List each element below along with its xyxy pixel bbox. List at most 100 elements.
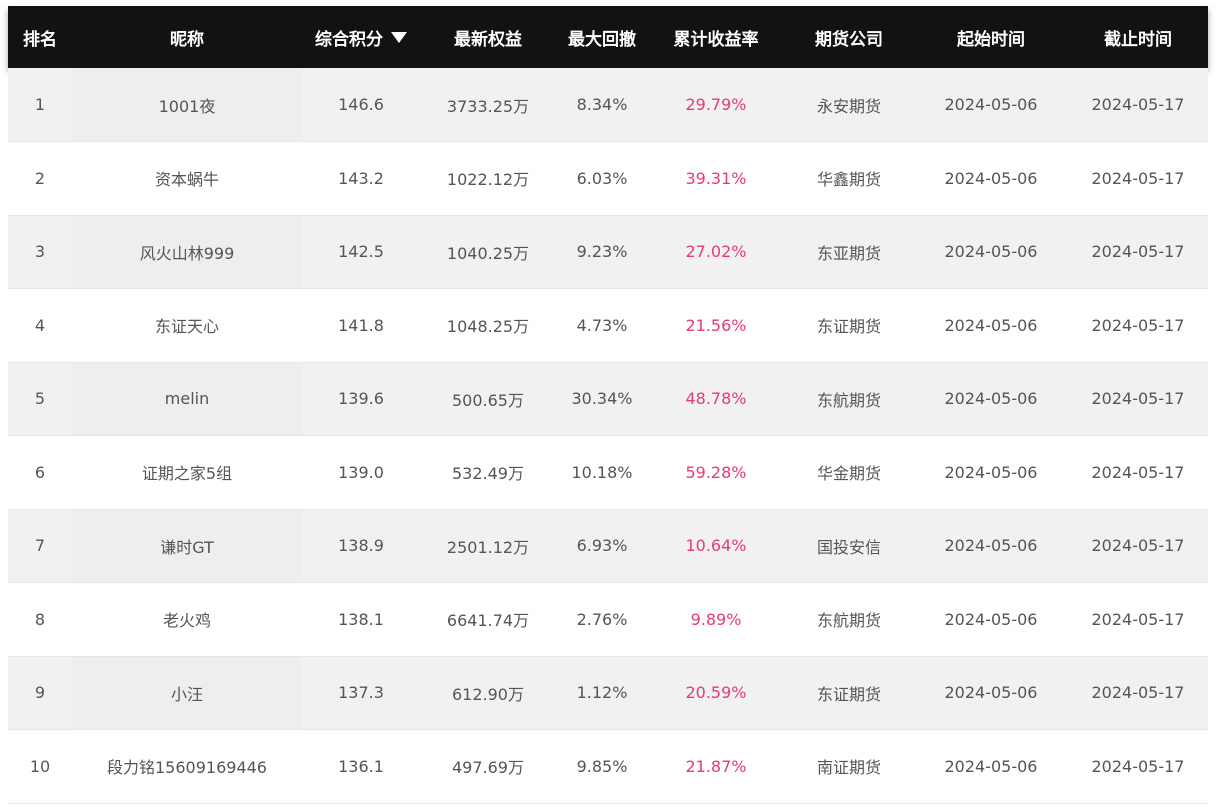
cell-nickname: 风火山林999 [72,215,302,289]
cell-score: 137.3 [338,683,384,703]
cell-drawdown: 8.34% [576,95,628,114]
cell-nickname: 段力铭15609169446 [72,730,302,804]
cell-end-time: 2024-05-17 [1091,536,1185,556]
cell-return: 21.56% [685,315,747,335]
table-row: 9 小汪 137.3 612.90万 1.12% 20.59% 东证期货 2024-05-06… [8,656,1208,730]
nickname-text: 段力铭15609169446 [107,758,267,778]
table-row: 4 东证天心 141.8 1048.25万 4.73% 21.56% 东证期货 2024-05… [8,288,1208,363]
header-nickname: 昵称 [170,29,204,50]
cell-end-time: 2024-05-17 [1091,242,1185,262]
ranking-table-container: 排名 昵称 综合积分 最新权益 最大回撤 累计收益率 期货公司 起始时间 截止时… [8,6,1208,810]
table-row: 2 资本蜗牛 143.2 1022.12万 6.03% 39.31% 华鑫期货 2024-05… [8,141,1208,215]
cell-end-time: 2024-05-17 [1091,95,1185,114]
nickname-text: 小汪 [170,684,203,704]
header-rank: 排名 [23,29,57,50]
cell-nickname: 小汪 [72,656,302,730]
cell-return: 21.87% [685,756,747,776]
cell-nickname: melin [72,362,302,436]
cell-equity: 1040.25万 [446,243,530,263]
cell-company: 东证期货 [816,317,881,337]
cell-equity: 532.49万 [452,464,524,484]
cell-score: 142.5 [338,242,384,262]
cell-end-time: 2024-05-17 [1091,609,1185,629]
nickname-text: 证期之家5组 [141,464,233,484]
cell-drawdown: 6.93% [576,536,628,556]
table-row: 3 风火山林999 142.5 1040.25万 9.23% 27.02% 东亚期货 2024… [8,215,1208,289]
header-row: 排名 昵称 综合积分 最新权益 最大回撤 累计收益率 期货公司 起始时间 截止时… [8,6,1208,68]
cell-start-time: 2024-05-06 [944,95,1038,114]
cell-rank: 8 [34,609,46,629]
header-score-sortable[interactable]: 综合积分 [302,6,420,68]
table-row: 1 1001夜 146.6 3733.25万 8.34% 29.79% 永安期货 2024-0… [8,68,1208,142]
cell-start-time: 2024-05-06 [944,168,1038,188]
cell-score: 138.1 [338,609,384,629]
cell-start-time: 2024-05-06 [944,683,1038,703]
cell-rank: 7 [34,536,46,556]
nickname-text: 谦时GT [160,537,214,557]
header-equity: 最新权益 [454,29,522,50]
cell-rank: 9 [34,683,46,703]
cell-score: 136.1 [338,756,384,776]
cell-equity: 1048.25万 [446,317,530,337]
nickname-text: 风火山林999 [139,243,235,263]
cell-start-time: 2024-05-06 [944,756,1038,776]
nickname-text: 资本蜗牛 [154,170,219,190]
table-body: 1 1001夜 146.6 3733.25万 8.34% 29.79% 永安期货 2024-0… [8,68,1208,803]
cell-equity: 497.69万 [452,758,524,778]
cell-end-time: 2024-05-17 [1091,315,1185,335]
cell-start-time: 2024-05-06 [944,536,1038,556]
cell-end-time: 2024-05-17 [1091,168,1185,188]
cell-rank: 6 [34,462,46,482]
cell-rank: 1 [34,95,46,114]
cell-nickname: 老火鸡 [72,583,302,657]
ranking-table: 排名 昵称 综合积分 最新权益 最大回撤 累计收益率 期货公司 起始时间 截止时… [8,6,1208,804]
cell-drawdown: 9.23% [576,242,628,262]
table-row: 6 证期之家5组 139.0 532.49万 10.18% 59.28% 华金期货 2024-… [8,435,1208,510]
cell-start-time: 2024-05-06 [944,389,1038,409]
cell-equity: 6641.74万 [446,611,530,631]
cell-equity: 1022.12万 [446,170,530,190]
cell-end-time: 2024-05-17 [1091,683,1185,703]
cell-return: 39.31% [685,168,747,188]
cell-nickname: 谦时GT [72,509,302,583]
cell-nickname: 证期之家5组 [72,436,302,510]
table-header: 排名 昵称 综合积分 最新权益 最大回撤 累计收益率 期货公司 起始时间 截止时… [8,6,1208,68]
cell-return: 20.59% [685,683,747,703]
cell-company: 东航期货 [816,390,881,410]
cell-score: 139.0 [338,462,384,482]
sort-desc-icon[interactable] [391,32,407,43]
cell-score: 143.2 [338,168,384,188]
cell-drawdown: 2.76% [576,609,628,629]
cell-end-time: 2024-05-17 [1091,462,1185,482]
cell-drawdown: 30.34% [571,389,633,409]
cell-equity: 500.65万 [452,390,524,410]
cell-nickname: 东证天心 [72,289,302,363]
cell-nickname: 1001夜 [72,68,302,142]
cell-return: 9.89% [690,609,742,629]
cell-drawdown: 9.85% [576,756,628,776]
cell-company: 东航期货 [816,611,881,631]
cell-company: 东亚期货 [816,243,881,263]
cell-return: 10.64% [685,536,747,556]
nickname-text: 老火鸡 [162,611,211,631]
cell-rank: 4 [34,315,46,335]
cell-score: 138.9 [338,536,384,556]
cell-equity: 612.90万 [452,684,524,704]
table-row: 10 段力铭15609169446 136.1 497.69万 9.85% 21.87% 南… [8,729,1208,804]
cell-equity: 2501.12万 [446,537,530,557]
cell-rank: 10 [29,756,51,776]
table-row: 7 谦时GT 138.9 2501.12万 6.93% 10.64% 国投安信 2024-05… [8,509,1208,583]
header-start-time: 起始时间 [957,29,1025,50]
header-company: 期货公司 [815,29,883,50]
cell-company: 东证期货 [816,684,881,704]
cell-company: 华鑫期货 [816,170,881,190]
nickname-text: 1001夜 [158,96,216,116]
cell-drawdown: 6.03% [576,168,628,188]
table-row: 8 老火鸡 138.1 6641.74万 2.76% 9.89% 东航期货 2024-05-0… [8,582,1208,657]
cell-drawdown: 10.18% [571,462,633,482]
cell-end-time: 2024-05-17 [1091,756,1185,776]
table-row: 5 melin 139.6 500.65万 30.34% 48.78% 东航期货 2024-0… [8,362,1208,436]
cell-rank: 3 [34,242,46,262]
cell-start-time: 2024-05-06 [944,462,1038,482]
cell-return: 27.02% [685,242,747,262]
